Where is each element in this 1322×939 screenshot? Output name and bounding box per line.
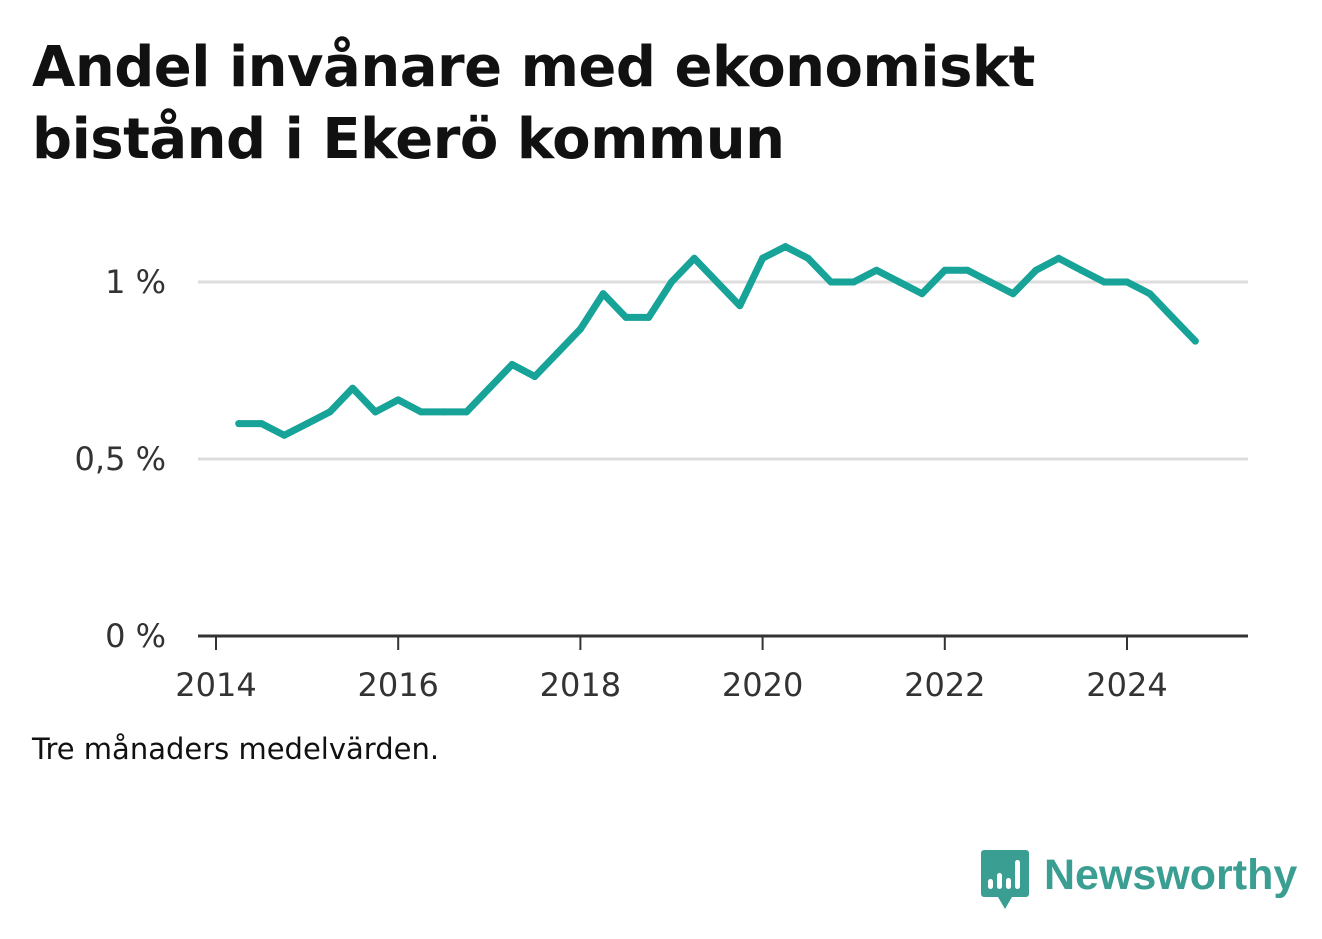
line-chart: 0 % 0,5 % 1 % 2014 2016 2018 2020 2022 2024	[75, 243, 1248, 704]
data-point	[781, 243, 789, 251]
data-point	[1055, 254, 1063, 262]
y-tick-label: 1 %	[105, 263, 166, 301]
data-point	[986, 278, 994, 286]
data-point	[964, 266, 972, 274]
series-layer	[235, 243, 1199, 439]
x-tick-label: 2022	[904, 666, 985, 704]
x-tick-label: 2016	[357, 666, 438, 704]
data-point	[804, 254, 812, 262]
data-point	[713, 278, 721, 286]
x-tick-label: 2018	[540, 666, 621, 704]
data-point	[349, 384, 357, 392]
data-point	[645, 313, 653, 321]
newsworthy-brand[interactable]: Newsworthy	[980, 848, 1297, 912]
data-point	[554, 349, 562, 357]
data-point	[1032, 266, 1040, 274]
data-point	[531, 373, 539, 380]
data-point	[736, 302, 744, 310]
data-point	[1100, 278, 1108, 286]
chart-title: Andel invånare med ekonomiskt bistånd i …	[32, 35, 1035, 172]
data-point	[508, 361, 516, 368]
data-point	[394, 396, 402, 404]
data-point	[1123, 278, 1131, 286]
data-point	[258, 420, 266, 428]
data-point	[599, 290, 607, 298]
data-point	[622, 313, 630, 321]
x-axis	[198, 634, 1248, 650]
data-point	[417, 408, 425, 416]
data-point	[918, 290, 926, 298]
data-point	[440, 408, 448, 416]
data-point	[1191, 337, 1199, 345]
x-axis-tick-labels: 2014 2016 2018 2020 2022 2024	[175, 666, 1167, 704]
data-point	[1169, 313, 1176, 321]
data-point	[873, 266, 880, 274]
data-point	[895, 278, 903, 286]
chart-note: Tre månaders medelvärden.	[32, 732, 440, 766]
bar-chart-speech-bubble-icon	[981, 850, 1029, 909]
data-point	[303, 420, 311, 428]
data-point	[690, 254, 698, 262]
y-axis-tick-labels: 0 % 0,5 % 1 %	[75, 263, 166, 655]
data-point	[576, 325, 584, 333]
data-point	[485, 384, 493, 392]
data-point	[235, 420, 243, 428]
brand-name: Newsworthy	[1044, 851, 1298, 899]
y-tick-label: 0,5 %	[75, 440, 166, 478]
data-point	[1009, 290, 1017, 298]
data-point	[371, 408, 379, 416]
data-point	[463, 408, 470, 416]
y-tick-label: 0 %	[105, 617, 166, 655]
data-point	[827, 278, 835, 286]
gridlines	[198, 280, 1248, 461]
data-point	[759, 254, 767, 262]
data-point	[280, 431, 288, 439]
x-tick-label: 2020	[722, 666, 803, 704]
data-point	[941, 266, 949, 274]
data-point	[326, 408, 334, 416]
x-tick-label: 2014	[175, 666, 256, 704]
data-point	[1077, 266, 1085, 274]
data-point	[1146, 290, 1154, 298]
data-point	[850, 278, 858, 286]
x-tick-label: 2024	[1086, 666, 1167, 704]
data-point	[668, 278, 675, 286]
series-line-0	[235, 243, 1199, 439]
